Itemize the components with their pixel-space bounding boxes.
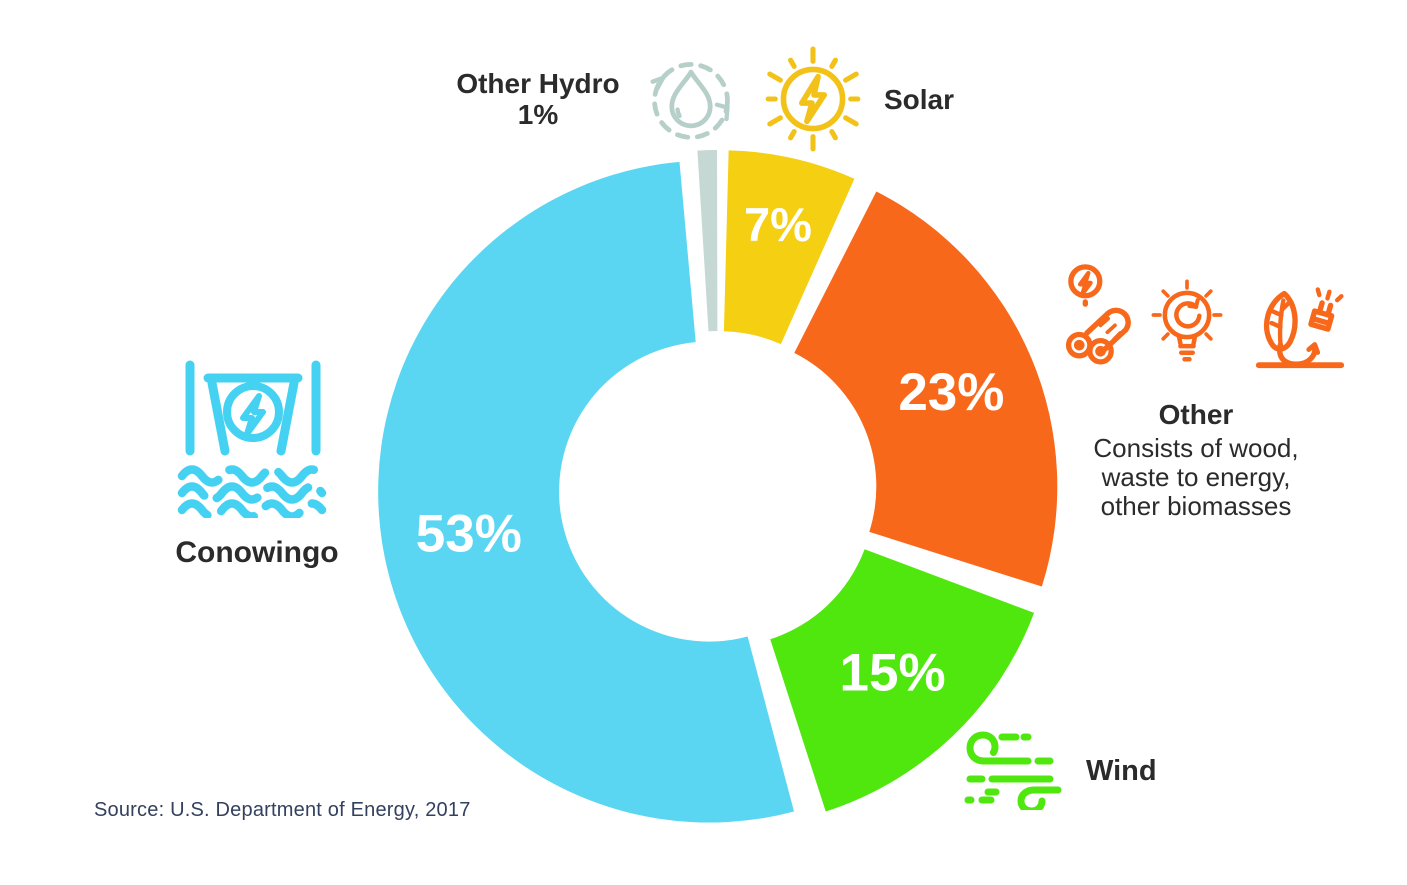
other-hydro-label: Other Hydro 1% [418, 68, 658, 131]
other-desc-2: waste to energy, [1101, 462, 1291, 493]
wind-gust-icon [964, 731, 1062, 810]
slice-pct-wind: 15% [840, 644, 946, 703]
source-text: Source: U.S. Department of Energy, 2017 [94, 799, 471, 821]
hydro-dam-icon [177, 360, 327, 518]
bulb-rays [1151, 279, 1223, 341]
sun-rays [765, 46, 861, 152]
slice-pct-solar: 7% [744, 198, 812, 251]
slice-pct-other: 23% [898, 363, 1004, 422]
water-drop-recycle-icon [650, 62, 730, 140]
slice-pct-conowingo: 53% [416, 504, 522, 563]
other-hydro-title: Other Hydro [456, 68, 620, 99]
other-desc-3: other biomasses [1100, 491, 1292, 522]
other-label: Other Consists of wood, waste to energy,… [1046, 399, 1346, 521]
other-hydro-pct: 1% [517, 99, 559, 131]
conowingo-label: Conowingo [175, 536, 339, 569]
logs-energy-icon [1065, 264, 1131, 365]
other-title: Other [1158, 399, 1234, 430]
donut-slice-solar [723, 150, 855, 345]
leaf-plug-icon [1255, 287, 1345, 369]
plug [1308, 287, 1344, 332]
donut-slice-other [794, 191, 1058, 587]
donut-slice-conowingo [378, 161, 795, 823]
donut-slice-other-hydro [697, 150, 718, 332]
wind-label: Wind [1086, 755, 1157, 787]
bulb-recycle-icon [1151, 279, 1223, 362]
other-desc-1: Consists of wood, [1093, 433, 1299, 464]
solar-label: Solar [884, 84, 955, 115]
donut-slice-wind [770, 549, 1035, 812]
sun-bolt-icon [765, 46, 861, 152]
